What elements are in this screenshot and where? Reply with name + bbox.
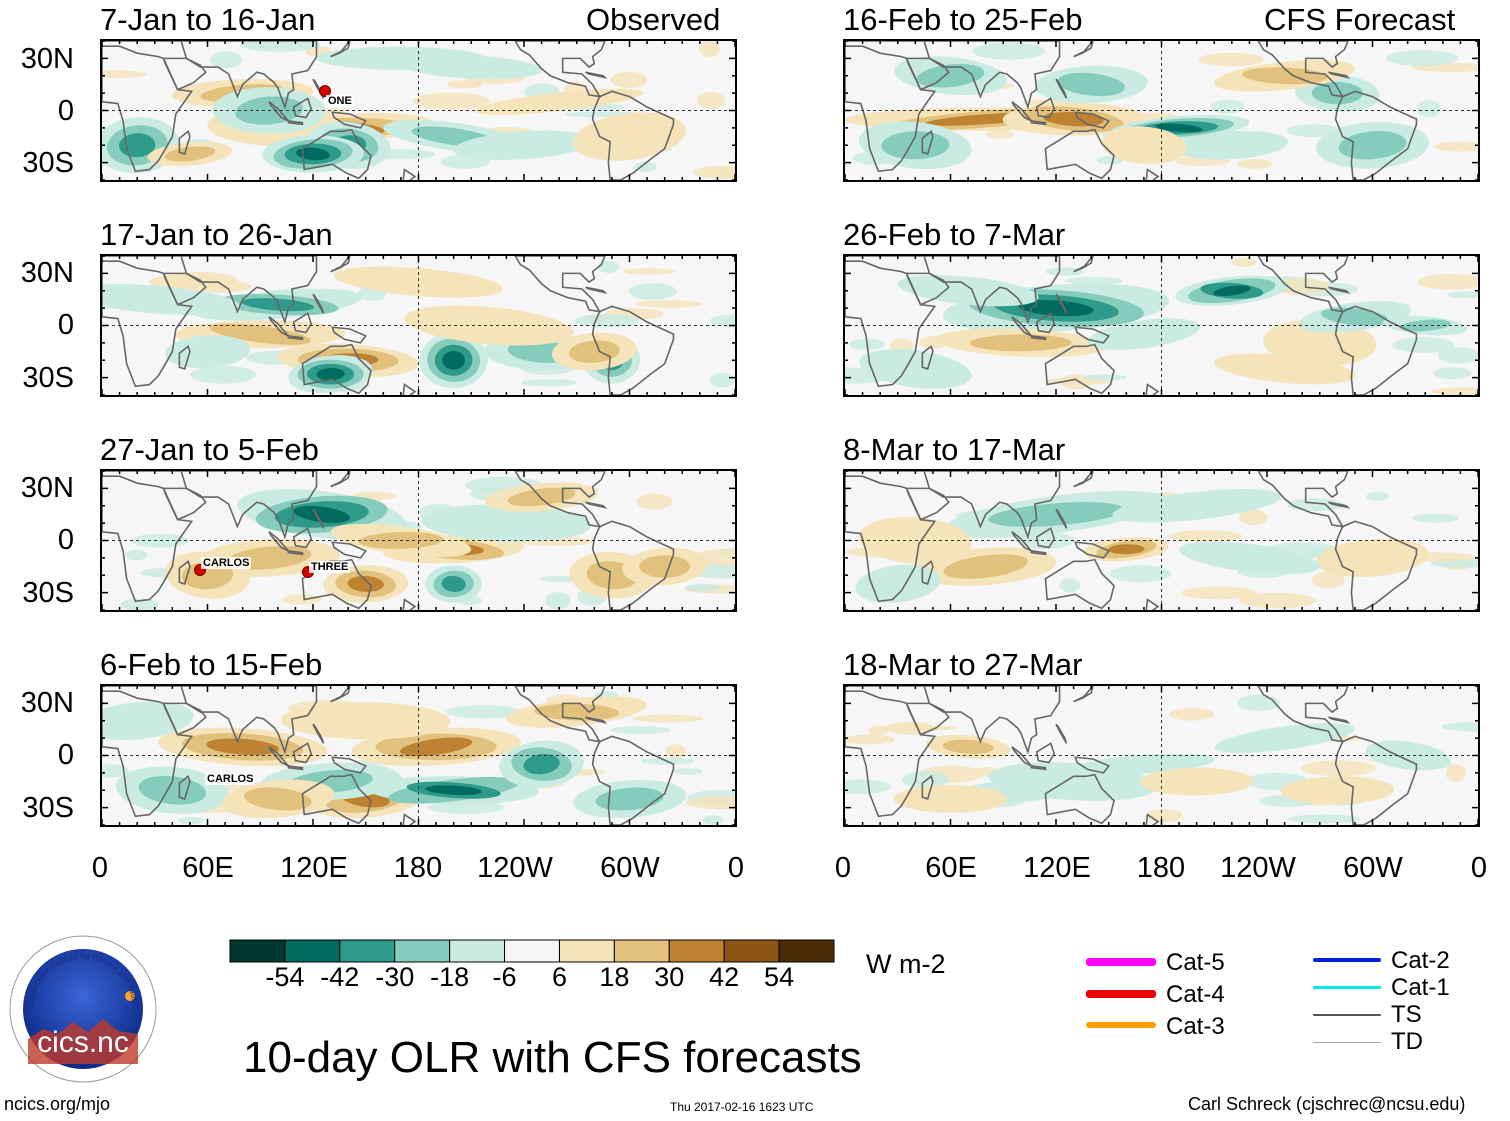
legend-label-cat4: Cat-4 [1166,981,1225,1008]
colorbar [229,939,835,963]
colorbar-tick-label: 54 [764,962,795,992]
olr-map-panel-1 [100,39,737,182]
colorbar-tick-label: -42 [320,962,360,992]
colorbar-tick-label: -54 [265,962,305,992]
legend-label-td: TD [1391,1028,1423,1055]
legend-swatch-cat5 [1086,958,1156,966]
colorbar-bin-2 [339,939,396,963]
xtick-0: 0 [834,852,852,884]
colorbar-tick-label: 30 [654,962,685,992]
colorbar-tick-label: -18 [430,962,470,992]
olr-map-panel-4 [100,684,737,827]
ytick-30s: 30S [22,147,74,179]
panel-1-subtitle: Observed [586,2,721,37]
legend-swatch-ts [1313,1014,1381,1016]
xtick-120w: 120W [477,852,553,884]
colorbar-bin-5 [504,939,560,963]
xtick-60e: 60E [182,852,234,884]
cics-logo: Cooperative Institute for Climate and Sa… [8,934,157,1083]
colorbar-bin-4 [449,939,506,963]
ytick-30n: 30N [20,472,74,504]
olr-map-panel-2 [100,254,737,397]
xtick-180: 180 [1136,852,1186,884]
panel-6-title: 26-Feb to 7-Mar [843,217,1066,252]
panel-5-subtitle: CFS Forecast [1264,2,1456,37]
colorbar-tick-label: 18 [599,962,630,992]
ytick-30s: 30S [22,577,74,609]
chart-title: 10-day OLR with CFS forecasts [243,1033,862,1082]
ytick-30s: 30S [22,792,74,824]
colorbar-tick-label: -30 [375,962,415,992]
olr-map-panel-5 [843,39,1480,182]
ytick-30n: 30N [20,43,74,75]
colorbar-bin-7 [613,939,670,963]
colorbar-tick-label: 6 [551,962,567,992]
xtick-120e: 120E [1023,852,1091,884]
olr-map-panel-6 [843,254,1480,397]
colorbar-bin-6 [558,939,615,963]
xtick-60e: 60E [925,852,977,884]
colorbar-bin-0 [229,939,286,963]
colorbar-bin-10 [778,939,835,963]
legend-swatch-cat1 [1313,986,1381,989]
legend-label-cat1: Cat-1 [1391,974,1450,1001]
colorbar-tick-label: -6 [492,962,517,992]
xtick-0-end: 0 [1470,852,1488,884]
ytick-30n: 30N [20,257,74,289]
xtick-60w: 60W [1343,852,1403,884]
panel-8-title: 18-Mar to 27-Mar [843,647,1083,682]
storm-label-three: THREE [309,561,351,573]
footer-timestamp: Thu 2017-02-16 1623 UTC [670,1100,814,1114]
logo-text: cics.nc [37,1026,129,1059]
colorbar-bin-3 [394,939,451,963]
colorbar-units: W m-2 [866,949,946,979]
legend-label-cat2: Cat-2 [1391,947,1450,974]
panel-3-title: 27-Jan to 5-Feb [100,432,319,467]
panel-1-title: 7-Jan to 16-Jan [100,2,316,37]
legend-label-cat3: Cat-3 [1166,1013,1225,1040]
colorbar-bin-9 [723,939,780,963]
panel-7-title: 8-Mar to 17-Mar [843,432,1066,467]
xtick-120e: 120E [280,852,348,884]
legend-swatch-cat2 [1313,958,1381,962]
xtick-0-end: 0 [727,852,745,884]
legend-swatch-td [1313,1042,1381,1043]
storm-label-carlos-2: CARLOS [205,773,256,785]
ytick-0: 0 [57,95,74,127]
xtick-0: 0 [91,852,109,884]
footer-url[interactable]: ncics.org/mjo [4,1094,111,1114]
panel-4-title: 6-Feb to 15-Feb [100,647,323,682]
olr-map-panel-3 [100,469,737,612]
ytick-30s: 30S [22,362,74,394]
xtick-60w: 60W [600,852,660,884]
legend-label-ts: TS [1391,1001,1422,1028]
ytick-30n: 30N [20,687,74,719]
panel-2-title: 17-Jan to 26-Jan [100,217,333,252]
panel-5-title: 16-Feb to 25-Feb [843,2,1083,37]
legend-label-cat5: Cat-5 [1166,949,1225,976]
olr-map-panel-8 [843,684,1480,827]
legend-swatch-cat4 [1086,990,1156,998]
legend-swatch-cat3 [1086,1022,1156,1028]
xtick-180: 180 [393,852,443,884]
storm-marker-one [319,85,331,97]
footer-author: Carl Schreck (cjschrec@ncsu.edu) [1188,1094,1466,1114]
ytick-0: 0 [57,739,74,771]
ytick-0: 0 [57,309,74,341]
xtick-120w: 120W [1220,852,1296,884]
olr-map-panel-7 [843,469,1480,612]
colorbar-bin-1 [284,939,341,963]
colorbar-tick-label: 42 [709,962,740,992]
colorbar-bin-8 [668,939,725,963]
ytick-0: 0 [57,524,74,556]
storm-label-carlos: CARLOS [201,557,252,569]
storm-label-one: ONE [326,95,354,107]
